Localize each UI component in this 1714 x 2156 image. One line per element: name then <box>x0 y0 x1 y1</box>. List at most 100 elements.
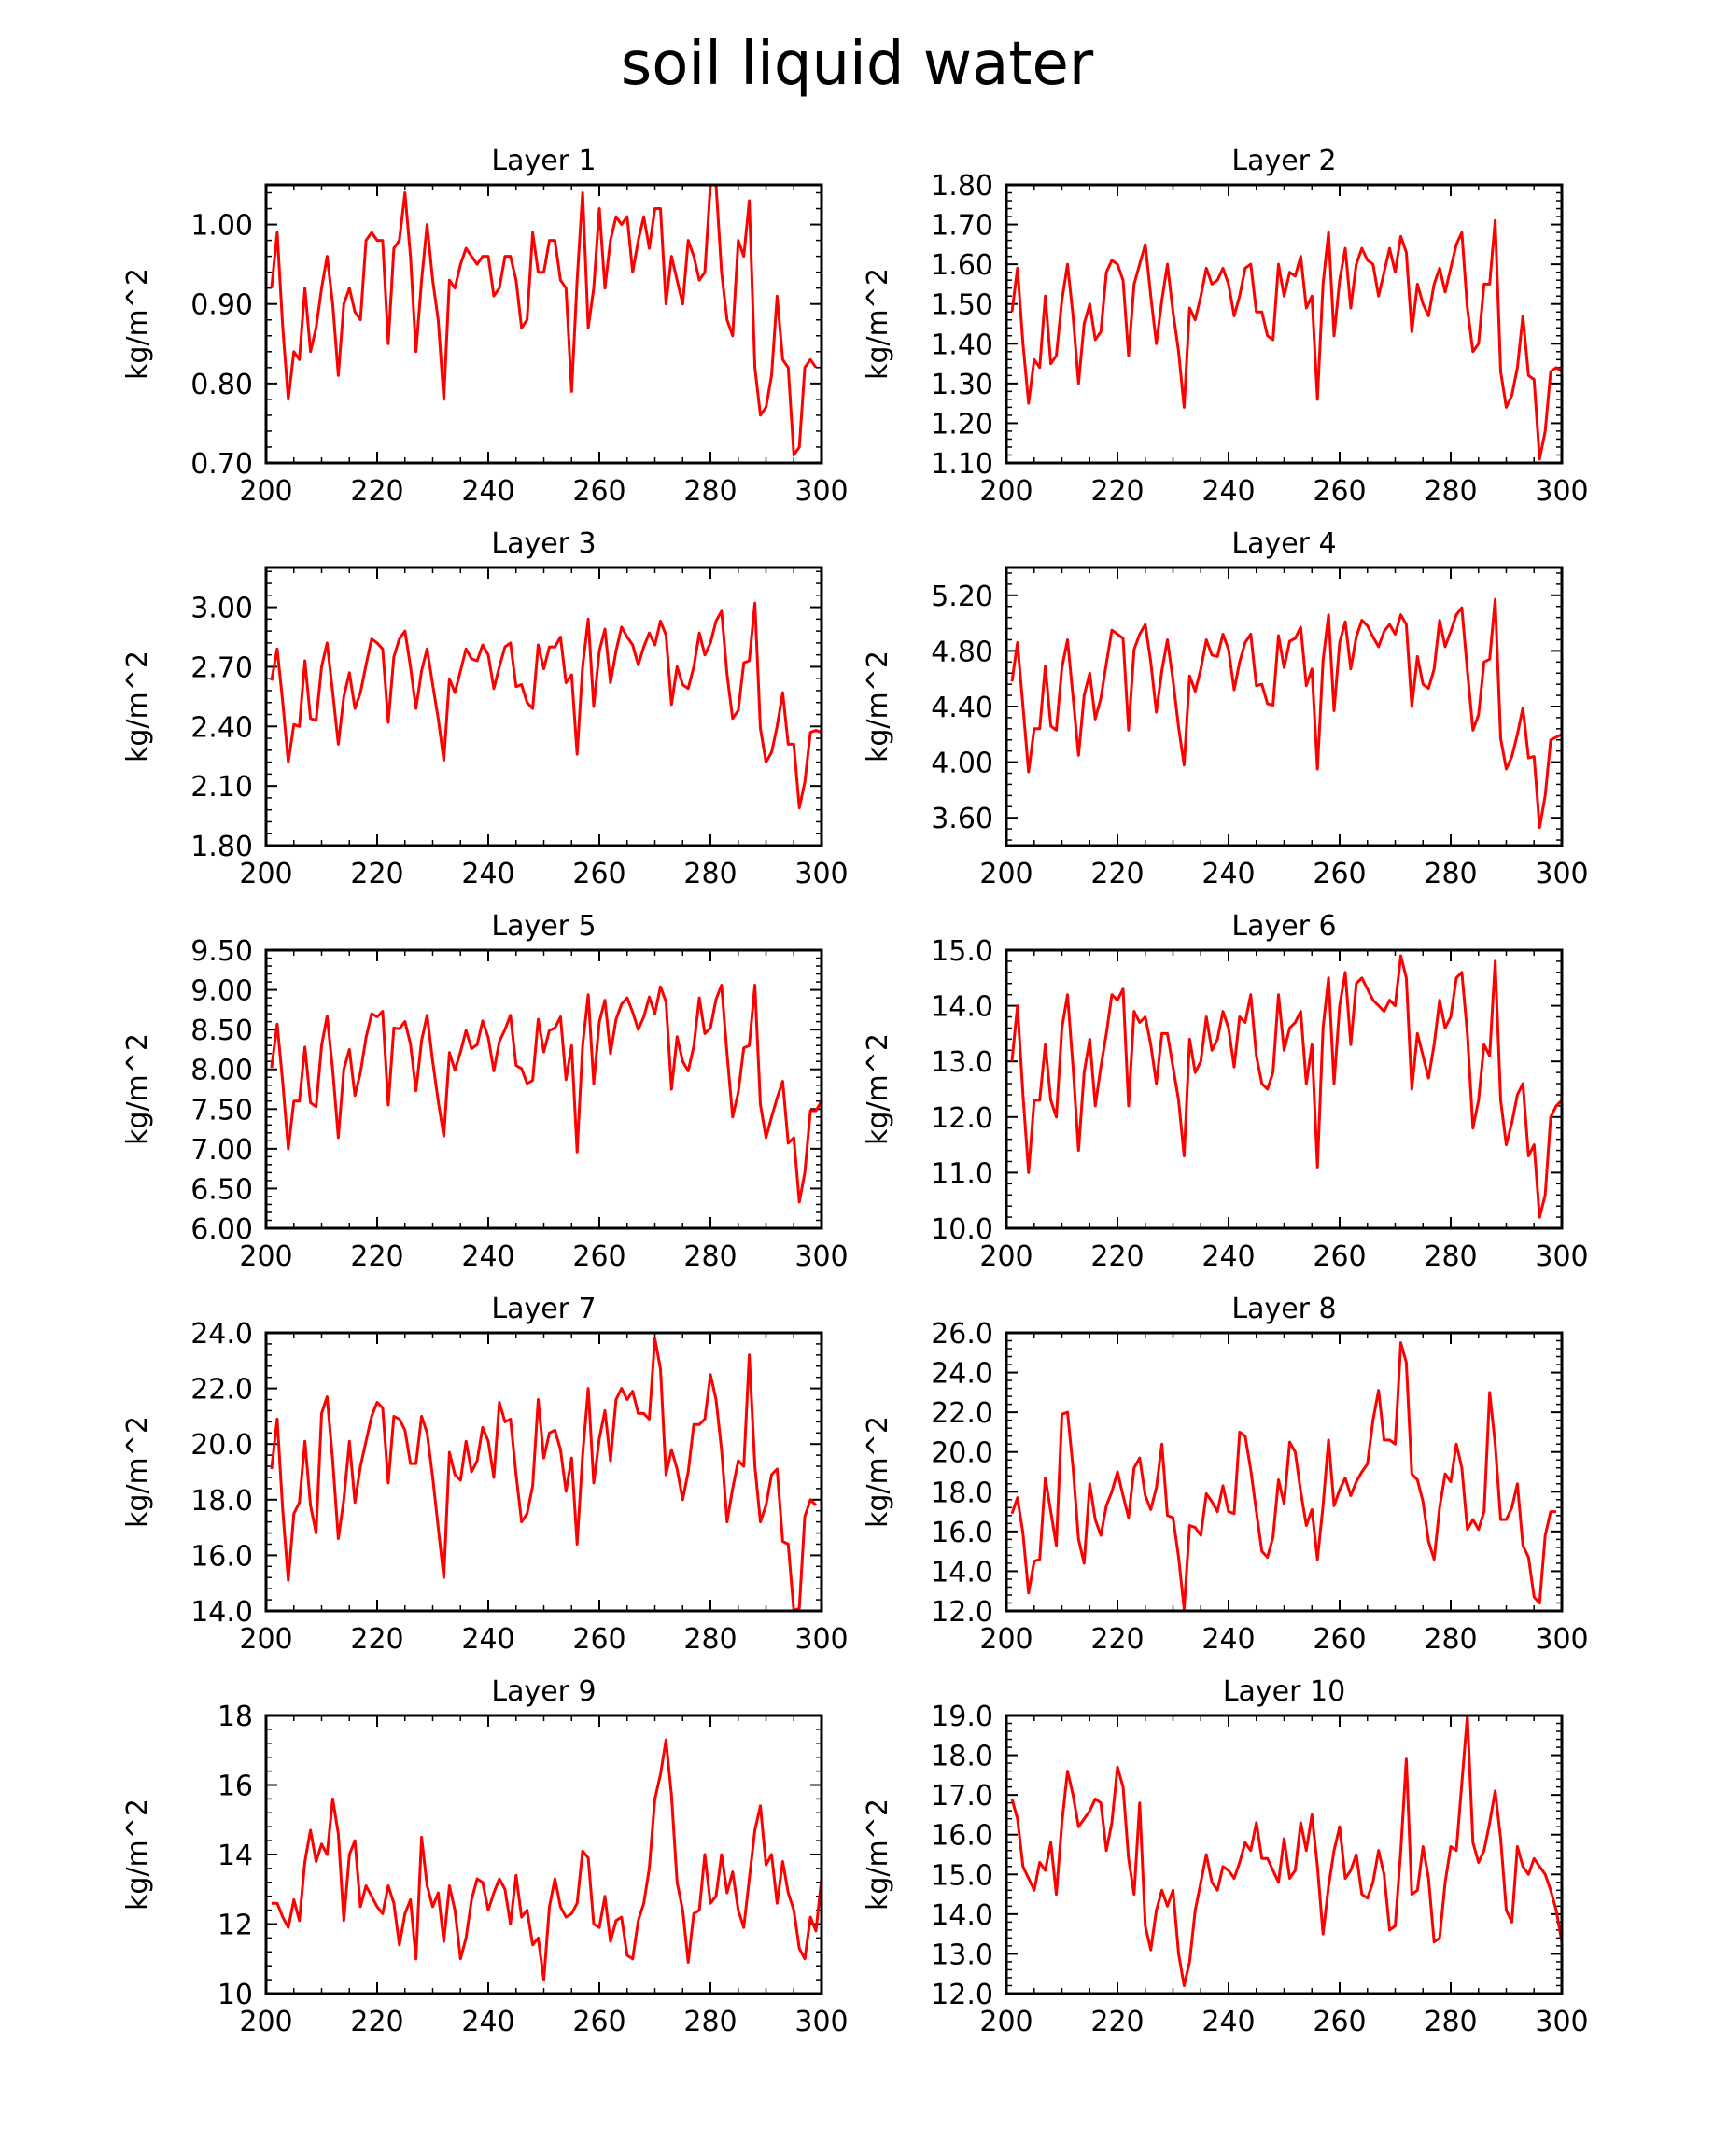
x-tick-label: 200 <box>979 858 1033 890</box>
y-tick-label: 16 <box>218 1771 253 1803</box>
y-tick-label: 14.0 <box>931 1899 993 1932</box>
x-tick-label: 260 <box>1313 475 1366 508</box>
y-tick-label: 13.0 <box>931 1939 993 1971</box>
panel-layer-3: Layer 3 kg/m^2 200 220 240 260 280 300 1.80 2.10 2… <box>121 527 849 890</box>
y-tick-label: 9.50 <box>190 935 253 968</box>
x-tick-label: 220 <box>1090 858 1144 890</box>
panel-layer-9: Layer 9 kg/m^2 200 220 240 260 280 300 10 12 14 16 1… <box>121 1675 849 2038</box>
x-tick-label: 280 <box>683 1240 737 1273</box>
y-tick-label: 10 <box>218 1979 253 2011</box>
x-tick-label: 220 <box>350 475 403 508</box>
y-tick-label: 12.0 <box>931 1102 993 1135</box>
x-tick-label: 300 <box>1535 858 1588 890</box>
x-tick-label: 300 <box>1535 1240 1588 1273</box>
y-tick-label: 3.60 <box>931 803 993 835</box>
x-tick-label: 280 <box>1424 2006 1477 2038</box>
panel-title: Layer 3 <box>491 527 596 560</box>
panel-title: Layer 6 <box>1231 910 1336 943</box>
y-axis-label: kg/m^2 <box>121 1416 154 1528</box>
x-tick-label: 220 <box>1090 1623 1144 1656</box>
y-tick-label: 16.0 <box>931 1820 993 1853</box>
series-line <box>270 1337 818 1613</box>
x-tick-label: 220 <box>350 1240 403 1273</box>
series-line <box>1010 218 1563 461</box>
y-tick-label: 1.20 <box>931 408 993 441</box>
plot-frame <box>264 183 823 465</box>
series-line <box>271 1738 823 1981</box>
x-tick-label: 200 <box>239 475 292 508</box>
x-tick-label: 240 <box>461 1240 514 1273</box>
panel-title: Layer 2 <box>1231 145 1336 177</box>
panel-title: Layer 1 <box>491 145 596 177</box>
x-tick-label: 220 <box>350 2006 403 2038</box>
y-tick-label: 5.20 <box>931 581 993 613</box>
x-tick-label: 240 <box>1201 1240 1255 1273</box>
x-tick-label: 280 <box>683 475 737 508</box>
y-axis-label: kg/m^2 <box>121 1799 154 1911</box>
x-tick-label: 240 <box>1201 2006 1255 2038</box>
y-tick-label: 18 <box>218 1701 253 1733</box>
x-tick-label: 200 <box>239 1240 292 1273</box>
x-tick-label: 240 <box>461 1623 514 1656</box>
x-tick-label: 240 <box>461 475 514 508</box>
y-tick-label: 2.70 <box>190 651 253 684</box>
y-tick-label: 12.0 <box>931 1979 993 2011</box>
x-tick-label: 260 <box>1313 1240 1366 1273</box>
panels: Layer 1 kg/m^2 200 220 240 260 280 300 0.70 0.80 0… <box>121 145 1589 2038</box>
panel-layer-6: Layer 6 kg/m^2 200 220 240 260 280 300 10.0 11.0 1… <box>862 910 1589 1273</box>
x-tick-label: 220 <box>350 858 403 890</box>
panel-title: Layer 7 <box>491 1293 596 1325</box>
y-tick-label: 1.50 <box>931 289 993 322</box>
y-tick-label: 1.80 <box>931 170 993 203</box>
y-axis-label: kg/m^2 <box>121 268 154 380</box>
y-tick-label: 4.80 <box>931 636 993 668</box>
y-tick-label: 7.50 <box>190 1094 253 1127</box>
y-tick-label: 12 <box>218 1910 253 1942</box>
x-tick-label: 220 <box>350 1623 403 1656</box>
series-line <box>270 183 818 456</box>
y-axis-label: kg/m^2 <box>862 1033 894 1145</box>
plot-frame <box>1005 183 1564 465</box>
x-tick-label: 300 <box>1535 475 1588 508</box>
y-tick-label: 0.70 <box>190 448 253 481</box>
x-tick-label: 280 <box>683 1623 737 1656</box>
y-tick-label: 1.70 <box>931 210 993 243</box>
y-tick-label: 11.0 <box>931 1157 993 1190</box>
y-tick-label: 13.0 <box>931 1046 993 1079</box>
y-tick-label: 22.0 <box>190 1374 253 1407</box>
y-tick-label: 1.30 <box>931 369 993 401</box>
x-tick-label: 300 <box>794 858 848 890</box>
x-tick-label: 280 <box>1424 1623 1477 1656</box>
y-axis-label: kg/m^2 <box>862 1416 894 1528</box>
panel-layer-5: Layer 5 kg/m^2 200 220 240 260 280 300 6.00 6.50 7… <box>121 910 849 1273</box>
series-line <box>1010 954 1564 1219</box>
x-tick-label: 300 <box>794 1240 848 1273</box>
y-tick-label: 16.0 <box>190 1540 253 1573</box>
x-tick-label: 200 <box>979 475 1033 508</box>
y-axis-label: kg/m^2 <box>121 651 154 763</box>
y-axis-label: kg/m^2 <box>862 651 894 763</box>
panel-layer-1: Layer 1 kg/m^2 200 220 240 260 280 300 0.70 0.80 0… <box>121 145 849 508</box>
x-tick-label: 240 <box>461 2006 514 2038</box>
panel-layer-10: Layer 10 kg/m^2 200 220 240 260 280 300 12.0 13.0… <box>862 1675 1589 2038</box>
x-tick-label: 220 <box>1090 475 1144 508</box>
y-axis-label: kg/m^2 <box>121 1033 154 1145</box>
plot-frame <box>1005 1331 1564 1613</box>
y-tick-label: 0.80 <box>190 369 253 401</box>
x-tick-label: 260 <box>1313 2006 1366 2038</box>
panel-layer-7: Layer 7 kg/m^2 200 220 240 260 280 300 14.0 16.0 1… <box>121 1293 849 1656</box>
x-tick-label: 260 <box>572 858 625 890</box>
x-tick-label: 200 <box>979 2006 1033 2038</box>
plot-frame <box>264 566 823 847</box>
y-tick-label: 18.0 <box>931 1741 993 1773</box>
panel-title: Layer 5 <box>491 910 596 943</box>
y-tick-label: 22.0 <box>931 1397 993 1430</box>
plot-frame <box>264 1714 823 1995</box>
y-tick-label: 20.0 <box>190 1429 253 1462</box>
y-tick-label: 15.0 <box>931 935 993 968</box>
x-tick-label: 200 <box>979 1623 1033 1656</box>
panel-layer-2: Layer 2 kg/m^2 200 220 240 260 280 300 1.10 1.20 1… <box>862 145 1589 508</box>
x-tick-label: 260 <box>572 1623 625 1656</box>
y-tick-label: 24.0 <box>190 1318 253 1351</box>
y-tick-label: 14.0 <box>931 991 993 1024</box>
